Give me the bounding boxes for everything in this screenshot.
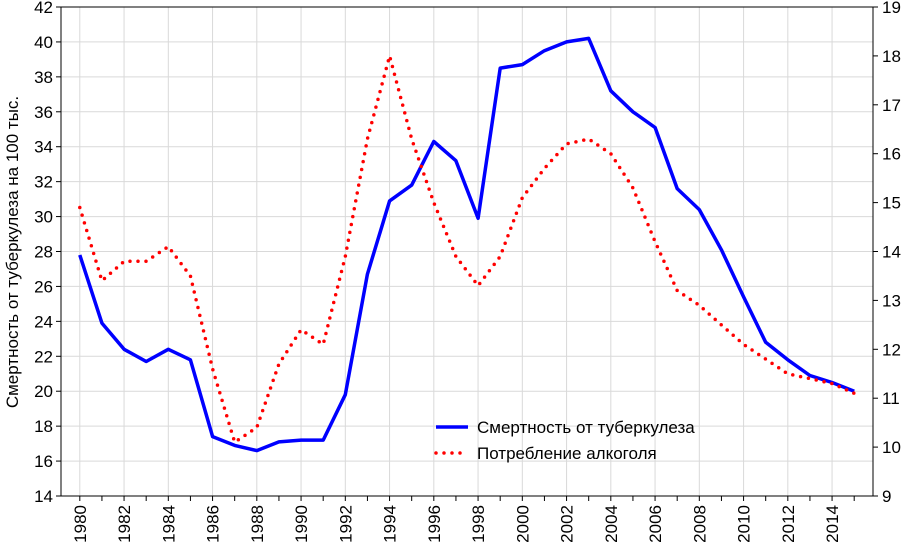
y-tick-label: 24 (34, 312, 53, 331)
y2-tick-label: 12 (882, 340, 901, 359)
x-tick-label: 2010 (735, 505, 754, 543)
x-tick-label: 2002 (558, 505, 577, 543)
y2-tick-label: 9 (882, 487, 891, 506)
x-tick-label: 1996 (425, 505, 444, 543)
y2-tick-label: 13 (882, 291, 901, 310)
y-tick-label: 38 (34, 68, 53, 87)
x-tick-label: 1984 (159, 505, 178, 543)
x-tick-label: 1980 (71, 505, 90, 543)
y2-tick-label: 10 (882, 438, 901, 457)
y-tick-label: 22 (34, 347, 53, 366)
y-tick-label: 14 (34, 487, 53, 506)
y-tick-label: 42 (34, 0, 53, 17)
x-tick-label: 1990 (292, 505, 311, 543)
y-tick-label: 20 (34, 382, 53, 401)
x-tick-label: 1982 (115, 505, 134, 543)
y2-tick-label: 17 (882, 96, 901, 115)
series-line (78, 36, 855, 453)
series-line (78, 54, 856, 444)
y-tick-label: 16 (34, 452, 53, 471)
x-tick-label: 2008 (690, 505, 709, 543)
y-tick-label: 36 (34, 103, 53, 122)
y-tick-label: 28 (34, 243, 53, 262)
y2-tick-label: 14 (882, 243, 901, 262)
y-tick-label: 34 (34, 138, 53, 157)
tick-labels: 14 16 18 20 22 24 26 28 30 32 34 36 38 40 42 9 10 11 12 13 1… (34, 0, 901, 543)
plot-frame (60, 6, 874, 497)
legend: Смертность от туберкулеза Потребление алк… (434, 418, 695, 463)
x-tick-label: 1988 (248, 505, 267, 543)
x-tick-label: 2004 (602, 505, 621, 543)
y-tick-label: 30 (34, 208, 53, 227)
x-tick-label: 1998 (469, 505, 488, 543)
y-tick-label: 18 (34, 417, 53, 436)
legend-label: Смертность от туберкулеза (477, 418, 695, 437)
y-tick-label: 32 (34, 173, 53, 192)
y2-tick-label: 18 (882, 47, 901, 66)
y-axis-label: Смертность от туберкулеза на 100 тыс. (3, 96, 22, 408)
x-tick-label: 2012 (779, 505, 798, 543)
x-tick-label: 2014 (823, 505, 842, 543)
x-tick-label: 2006 (646, 505, 665, 543)
x-tick-label: 1994 (381, 505, 400, 543)
y2-tick-label: 11 (882, 389, 900, 408)
legend-label: Потребление алкоголя (477, 444, 657, 463)
y2-tick-label: 16 (882, 145, 901, 164)
axes (56, 6, 878, 501)
y-tick-label: 26 (34, 277, 53, 296)
x-tick-label: 1992 (336, 505, 355, 543)
y2-tick-label: 15 (882, 194, 901, 213)
x-tick-label: 1986 (204, 505, 223, 543)
series-layer (78, 36, 856, 453)
x-tick-label: 2000 (513, 505, 532, 543)
y2-tick-label: 19 (882, 0, 901, 17)
y-tick-label: 40 (34, 33, 53, 52)
